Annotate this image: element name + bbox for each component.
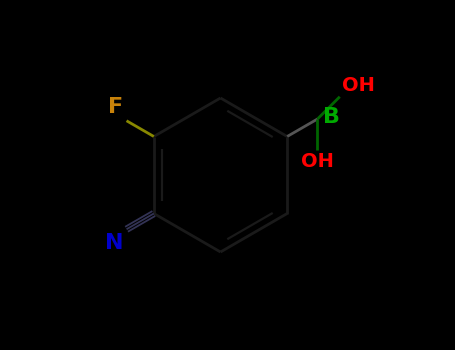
Text: OH: OH	[301, 152, 334, 171]
Text: F: F	[108, 97, 123, 117]
Text: N: N	[105, 233, 123, 253]
Text: OH: OH	[342, 76, 374, 95]
Text: B: B	[323, 107, 340, 127]
